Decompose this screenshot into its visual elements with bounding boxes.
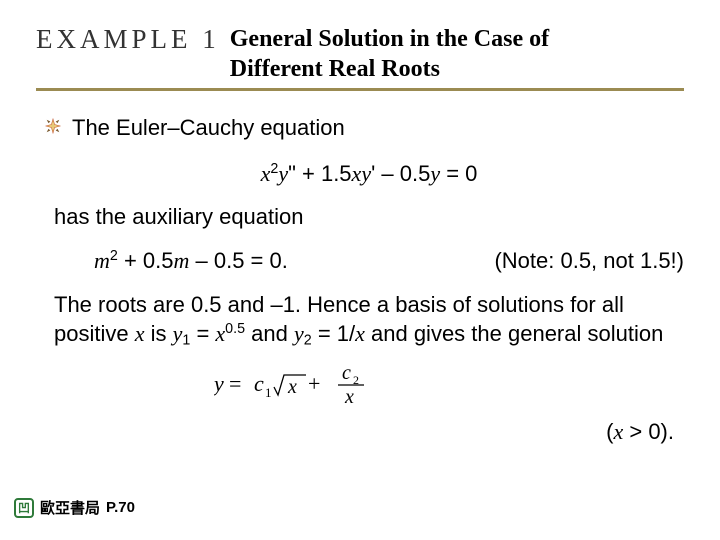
eq1-plus: + 1.5 <box>296 161 352 186</box>
eq2-m: m <box>94 248 110 273</box>
example-label: EXAMPLE 1 <box>36 24 220 55</box>
eq1-dprime: " <box>288 161 296 186</box>
publisher-logo-icon: 凹 <box>14 498 34 518</box>
eq2-m2: m <box>174 248 190 273</box>
roots-xy2: x <box>355 321 365 346</box>
bullet-text: The Euler–Cauchy equation <box>72 113 345 143</box>
eq1-y: y <box>278 161 288 186</box>
eq1-y3: y <box>430 161 440 186</box>
equation-1: x2y" + 1.5xy' – 0.5y = 0 <box>54 159 684 189</box>
f-y: y <box>214 371 224 396</box>
cond-x: x <box>613 419 623 444</box>
roots-tail: and gives the general solution <box>365 321 663 346</box>
eq2-tail: – 0.5 = 0. <box>189 248 287 273</box>
f-eq: = <box>229 371 241 396</box>
publisher-name: 歐亞書局 <box>40 497 100 518</box>
f-sqx: x <box>287 376 297 398</box>
eq1-x: x <box>261 161 271 186</box>
page-number: P.70 <box>106 499 135 516</box>
f-ox: x <box>344 386 354 408</box>
roots-paragraph: The roots are 0.5 and –1. Hence a basis … <box>54 290 684 349</box>
roots-y1: y <box>173 321 183 346</box>
footer: 凹 歐亞書局 P.70 <box>14 497 135 518</box>
eq1-y2: y <box>361 161 371 186</box>
roots-eq1: = <box>190 321 215 346</box>
roots-eq2: = 1/ <box>312 321 355 346</box>
bullet-row: The Euler–Cauchy equation <box>44 113 684 143</box>
f-c2: c <box>342 362 351 384</box>
note-text: (Note: 0.5, not 1.5!) <box>494 246 684 276</box>
roots-y2: y <box>294 321 304 346</box>
roots-sup05: 0.5 <box>225 322 245 338</box>
eq1-x2: x <box>352 161 362 186</box>
f-c1: c <box>254 371 264 396</box>
condition: (x > 0). <box>54 417 684 447</box>
general-solution-formula: y = c 1 x + c 2 x <box>214 361 404 409</box>
eq1-eqz: = 0 <box>440 161 477 186</box>
eq1-minus: – 0.5 <box>375 161 430 186</box>
equation-2: m2 + 0.5m – 0.5 = 0. <box>94 246 288 276</box>
roots-and: and <box>245 321 294 346</box>
aux-text: has the auxiliary equation <box>54 202 684 232</box>
title-line-1: General Solution in the Case of <box>230 24 549 54</box>
eq2-mid: + 0.5 <box>118 248 174 273</box>
content-area: The Euler–Cauchy equation x2y" + 1.5xy' … <box>36 113 684 447</box>
f-s1: 1 <box>265 385 272 400</box>
star-bullet-icon <box>44 117 62 135</box>
title-text-block: General Solution in the Case of Differen… <box>230 24 549 84</box>
roots-xy1: x <box>215 321 225 346</box>
equation-2-row: m2 + 0.5m – 0.5 = 0. (Note: 0.5, not 1.5… <box>94 246 684 276</box>
f-plus: + <box>308 371 320 396</box>
title-row: EXAMPLE 1 General Solution in the Case o… <box>36 24 684 84</box>
eq2-sup: 2 <box>110 248 118 264</box>
title-line-2: Different Real Roots <box>230 54 549 84</box>
roots-sub2: 2 <box>304 333 312 349</box>
roots-mid1: is <box>144 321 172 346</box>
title-underline <box>36 88 684 91</box>
cond-rest: > 0). <box>623 419 674 444</box>
